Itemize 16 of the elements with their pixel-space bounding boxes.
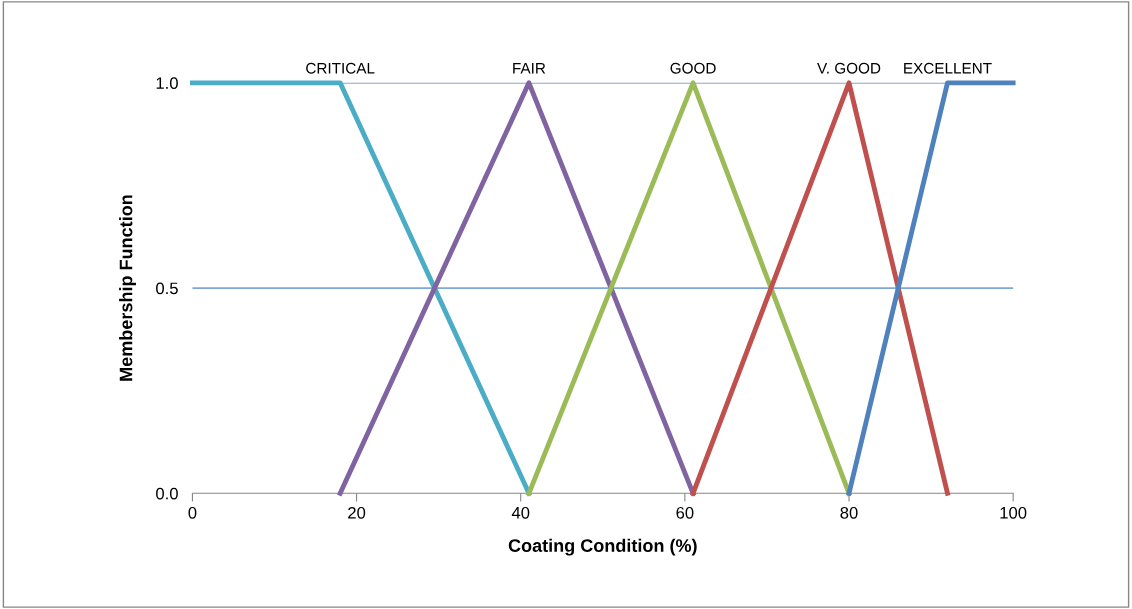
x-tick-label: 0 [188,506,197,519]
y-tick-label: 1.0 [156,77,178,90]
x-tick-label: 20 [348,506,366,519]
series-label: EXCELLENT [904,62,992,74]
x-axis-title: Coating Condition (%) [508,538,697,556]
x-tick-label: 100 [1000,506,1027,519]
series-label: FAIR [513,62,546,74]
x-tick-label: 60 [676,506,694,519]
y-axis-title: Membership Function [119,195,136,381]
series-label: GOOD [670,62,716,74]
y-tick-label: 0.5 [156,282,178,295]
x-tick-label: 80 [840,506,858,519]
series-label: CRITICAL [306,62,375,74]
x-tick-label: 40 [511,506,530,519]
y-tick-label: 0.0 [156,487,178,500]
series-label: V. GOOD [817,62,881,74]
